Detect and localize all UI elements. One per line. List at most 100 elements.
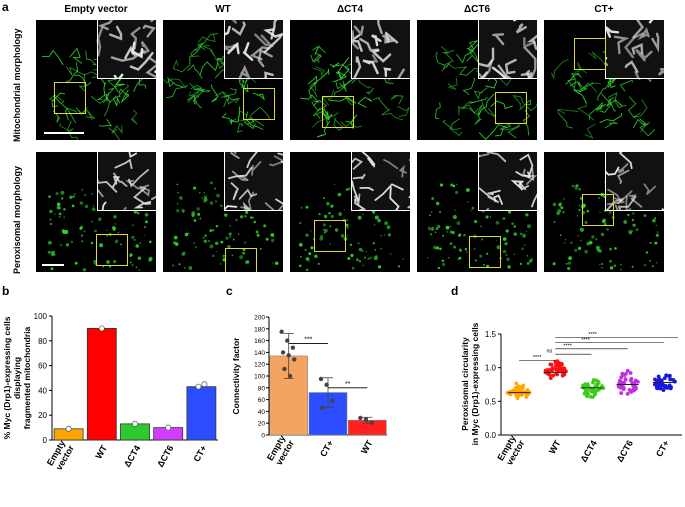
zoom-inset xyxy=(351,20,410,79)
micrograph xyxy=(290,152,410,272)
data-point xyxy=(320,405,325,411)
data-point xyxy=(624,371,628,376)
data-point xyxy=(282,366,287,372)
y-tick-label: 120 xyxy=(254,362,265,369)
data-point xyxy=(619,391,624,395)
region-box xyxy=(243,88,275,120)
y-tick-label: 100 xyxy=(34,312,48,321)
data-point xyxy=(664,373,669,378)
data-point xyxy=(619,380,624,385)
zoom-inset xyxy=(605,152,664,211)
region-box xyxy=(96,234,128,266)
bar xyxy=(86,328,117,441)
data-point xyxy=(594,384,598,389)
y-axis-label-line: Peroxisomal circularity xyxy=(460,337,470,431)
data-point xyxy=(562,366,567,371)
micrograph xyxy=(417,20,537,140)
x-tick-label: WT xyxy=(547,438,563,456)
region-box xyxy=(54,82,86,114)
data-point xyxy=(656,377,661,382)
x-tick-label: WT xyxy=(93,443,109,461)
data-point xyxy=(279,329,284,334)
x-tick-label-line: WT xyxy=(359,438,375,456)
data-point xyxy=(98,325,105,332)
x-tick-label: ΔCT6 xyxy=(615,439,635,464)
data-point xyxy=(620,372,625,376)
region-box xyxy=(322,96,354,128)
region-box xyxy=(495,92,527,124)
data-point xyxy=(286,353,291,358)
zoom-inset xyxy=(224,20,283,79)
data-point xyxy=(623,377,628,382)
data-point xyxy=(318,376,324,382)
data-point xyxy=(584,393,589,398)
data-point xyxy=(520,389,525,393)
y-tick-label: 1.0 xyxy=(485,364,497,373)
data-point xyxy=(653,377,657,382)
y-tick-label: 20 xyxy=(258,421,266,428)
data-point xyxy=(616,384,621,389)
micrograph xyxy=(163,152,283,272)
bar xyxy=(186,386,217,441)
data-point xyxy=(600,384,604,388)
x-tick-label: ΔCT4 xyxy=(578,439,598,464)
data-point xyxy=(588,394,593,399)
data-point xyxy=(654,385,659,390)
data-point xyxy=(630,380,635,385)
x-tick-label-line: ΔCT4 xyxy=(122,444,142,469)
x-tick-label-line: WT xyxy=(93,443,109,461)
chart-c-connectivity-factor: 0 20 40 60 80 100 120 140 160 180 200 Connectivity … xyxy=(231,315,387,467)
y-axis-label-line: displaying xyxy=(12,357,22,399)
column-title: ΔCT4 xyxy=(336,4,364,15)
data-point xyxy=(625,391,630,396)
significance-label: ns xyxy=(546,349,552,355)
y-tick-label: 40 xyxy=(258,409,266,416)
data-point xyxy=(562,372,567,377)
x-tick-label-line: ΔCT6 xyxy=(155,444,175,469)
data-point xyxy=(65,425,72,432)
data-point xyxy=(656,374,661,379)
chart-b-fragmented-mitochondria: 0 20 40 60 80 100 % Myc (Drp1)-expressing cell… xyxy=(2,312,218,472)
zoom-inset xyxy=(478,152,537,211)
micrograph xyxy=(36,152,156,272)
data-point xyxy=(514,381,519,386)
y-tick-label: 0.5 xyxy=(485,397,497,406)
data-point xyxy=(625,368,630,373)
x-tick-label: WT xyxy=(359,438,375,456)
data-point xyxy=(662,376,667,381)
zoom-inset xyxy=(605,20,664,79)
column-title: ΔCT6 xyxy=(463,4,491,15)
data-point xyxy=(550,368,554,373)
data-point xyxy=(285,338,290,343)
data-point xyxy=(591,386,596,391)
data-point xyxy=(668,377,673,382)
data-point xyxy=(667,373,672,378)
data-point xyxy=(292,357,297,362)
significance-label: **** xyxy=(563,343,572,349)
data-point xyxy=(593,391,598,396)
y-tick-label: 60 xyxy=(258,397,266,404)
y-tick-label: 0 xyxy=(43,436,48,445)
micrograph xyxy=(544,20,664,140)
y-axis-label-line: % Myc (Drp1)-expressing cells xyxy=(2,316,12,439)
data-point xyxy=(358,415,363,421)
scale-bar xyxy=(42,264,64,266)
panel-label-c: c xyxy=(226,284,233,298)
y-tick-label: 60 xyxy=(38,362,47,371)
y-tick-label: 200 xyxy=(254,315,265,322)
data-point xyxy=(627,387,632,392)
region-box xyxy=(469,236,501,268)
zoom-inset xyxy=(224,152,283,211)
data-point xyxy=(330,398,335,403)
zoom-inset xyxy=(478,20,537,79)
y-axis-label: Connectivity factor xyxy=(231,337,241,415)
significance-label: ** xyxy=(345,381,351,388)
y-tick-label: 160 xyxy=(254,338,265,345)
data-point xyxy=(659,378,664,383)
x-tick-label-line: ΔCT6 xyxy=(615,439,635,464)
column-title: CT+ xyxy=(594,4,614,15)
data-point xyxy=(132,420,138,427)
data-point xyxy=(524,395,529,399)
